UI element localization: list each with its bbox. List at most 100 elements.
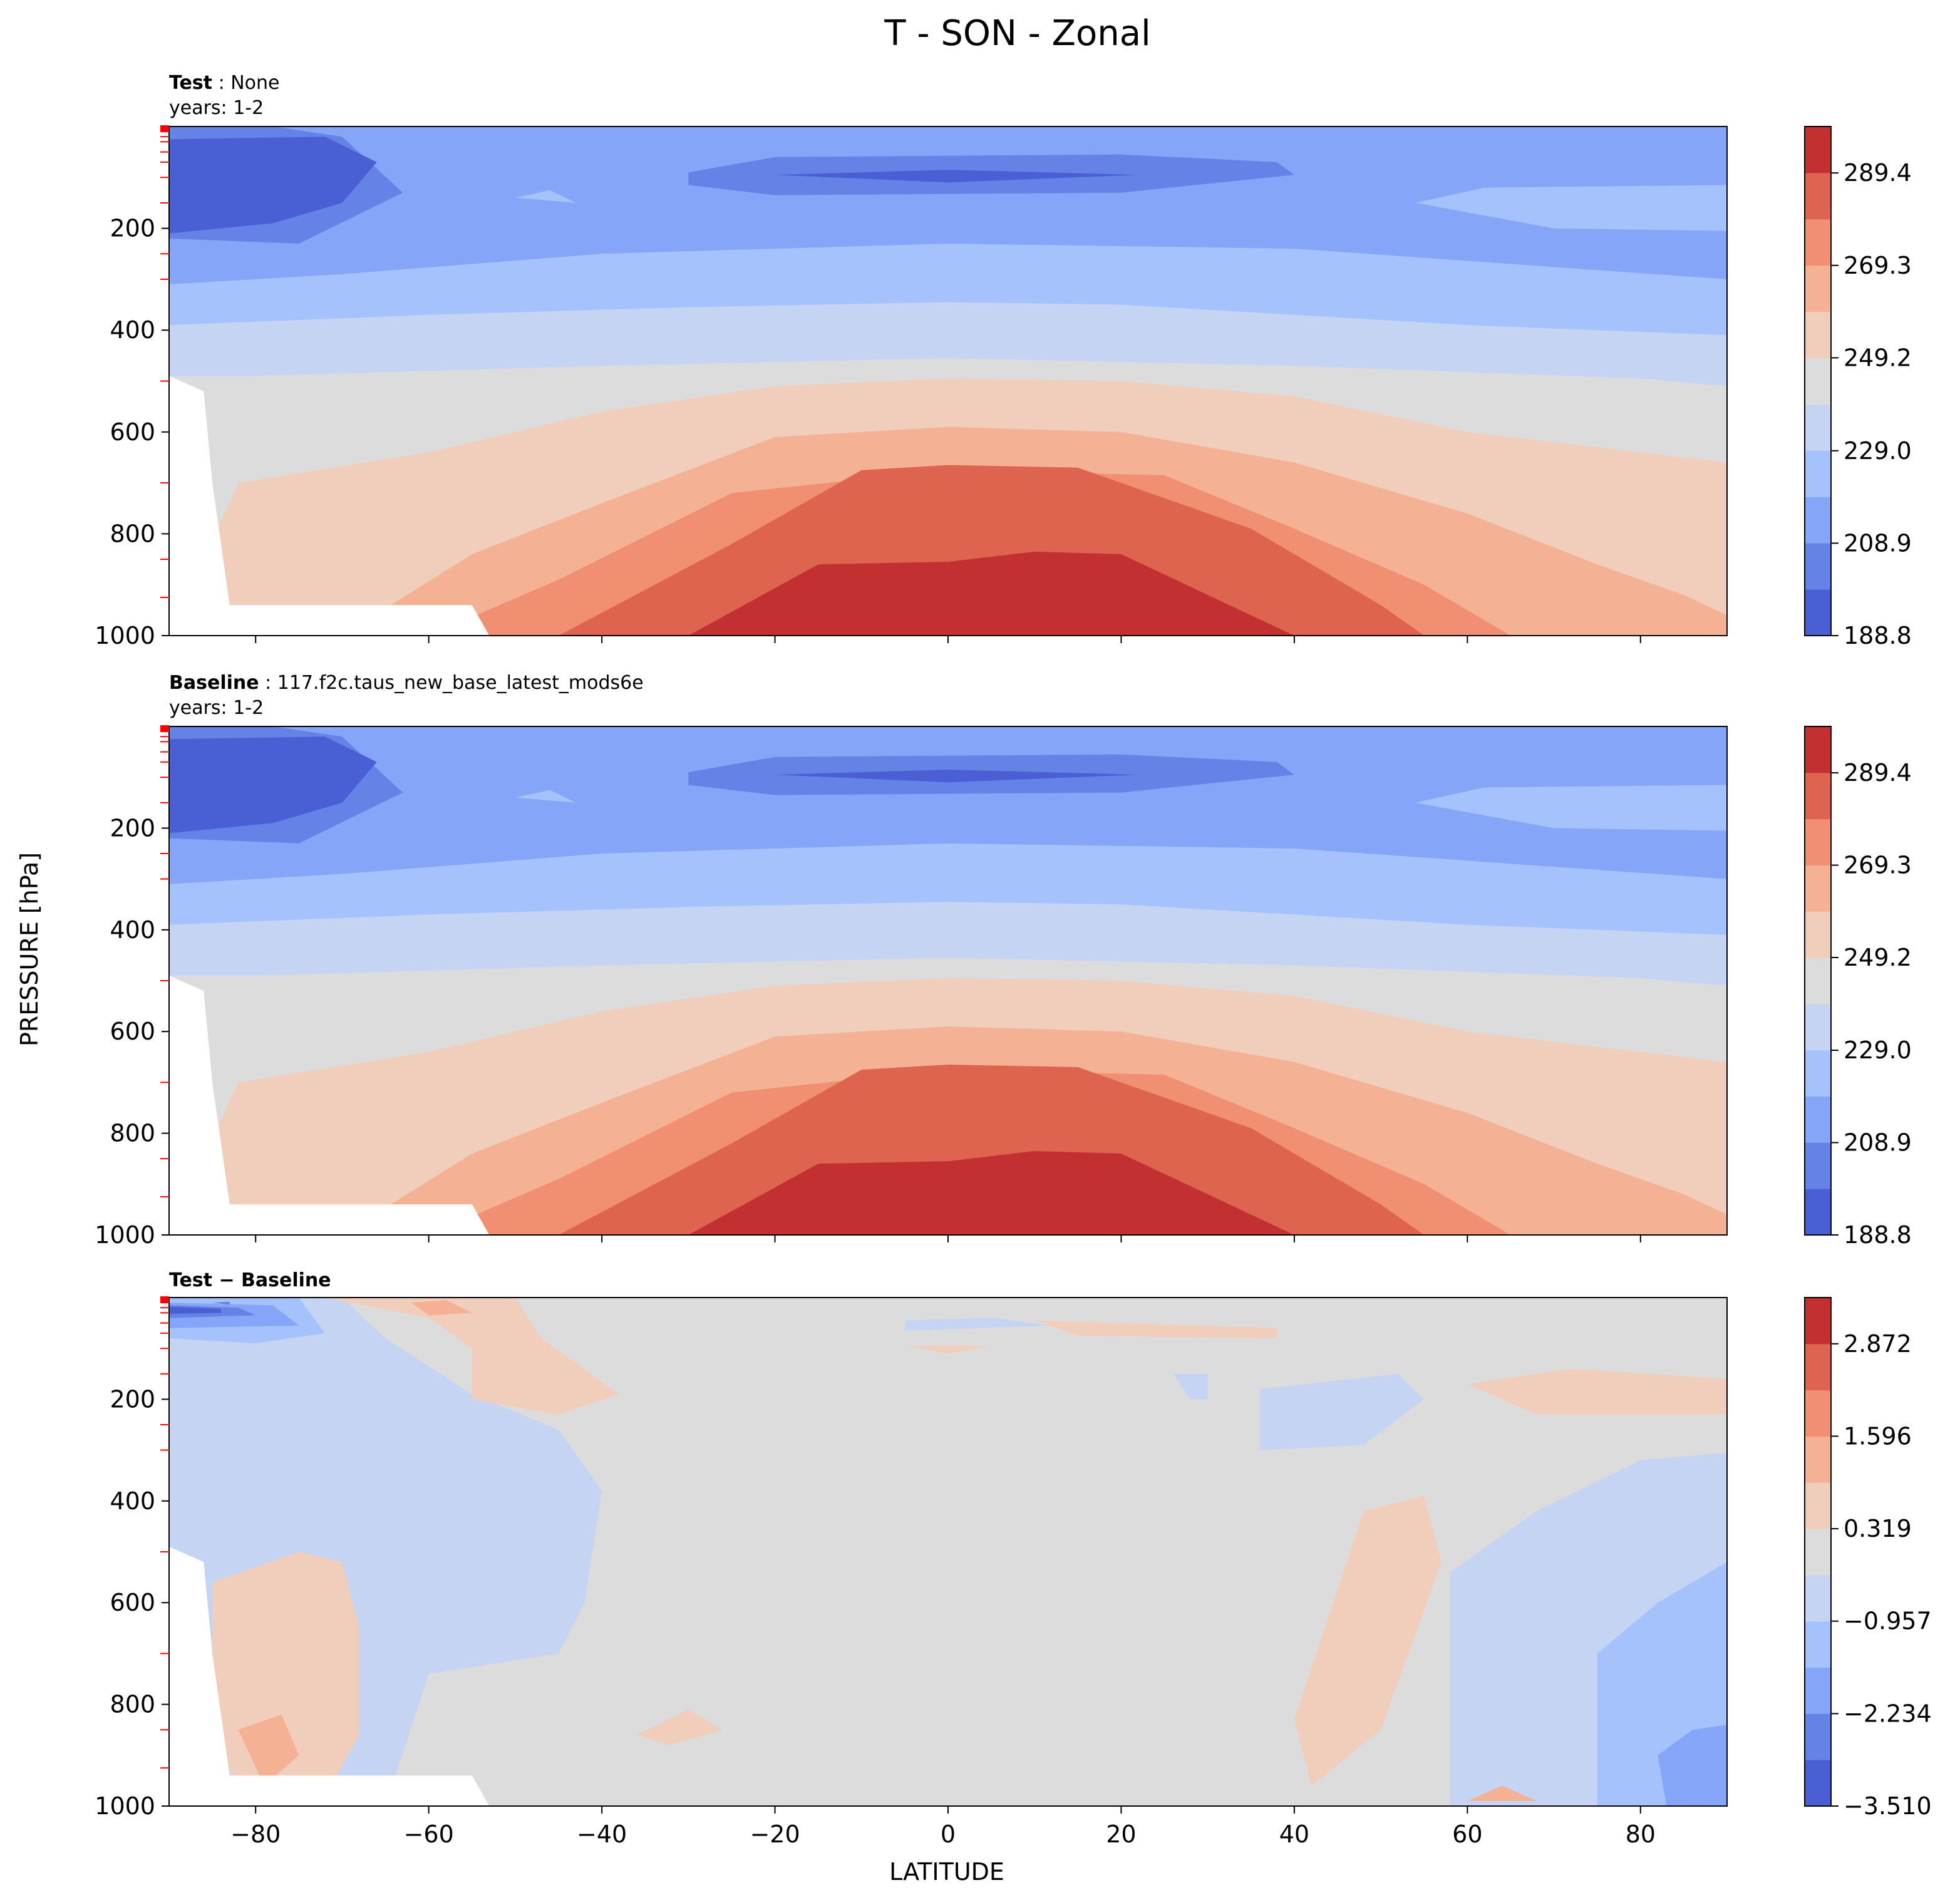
x-tick-label: −80 bbox=[230, 1820, 281, 1848]
y-tick-label: 800 bbox=[110, 1120, 155, 1147]
colorbar-swatch bbox=[1805, 1713, 1831, 1760]
colorbar-swatch bbox=[1805, 1003, 1831, 1051]
contour-band bbox=[411, 1300, 472, 1316]
colorbar-swatch bbox=[1805, 311, 1831, 359]
contour-band bbox=[904, 1318, 1052, 1331]
x-tick-label: −20 bbox=[750, 1820, 800, 1848]
colorbar-swatch bbox=[1805, 589, 1831, 636]
colorbar-swatch bbox=[1805, 265, 1831, 312]
colorbar-swatch bbox=[1805, 1621, 1831, 1668]
missing-data-area bbox=[169, 1546, 490, 1806]
contour-band bbox=[169, 137, 377, 234]
colorbar-tick-label: 0.319 bbox=[1844, 1515, 1912, 1542]
colorbar-swatch bbox=[1805, 404, 1831, 451]
contour-band bbox=[1173, 1373, 1208, 1400]
contour-band bbox=[238, 1714, 299, 1786]
contour-band bbox=[636, 1709, 723, 1745]
contour-band bbox=[1415, 185, 1727, 231]
colorbar-swatch bbox=[1805, 772, 1831, 820]
y-tick-label: 400 bbox=[110, 916, 155, 944]
y-tick-label: 400 bbox=[110, 1487, 155, 1515]
y-tick-label: 800 bbox=[110, 520, 155, 547]
colorbar-swatch bbox=[1805, 1390, 1831, 1437]
colorbar-swatch bbox=[1805, 1096, 1831, 1143]
contour-plot bbox=[169, 126, 1727, 636]
contour-band bbox=[904, 1346, 992, 1354]
minor-tick-cluster bbox=[160, 125, 169, 132]
colorbar-swatch bbox=[1805, 1574, 1831, 1622]
colorbar-swatch bbox=[1805, 1343, 1831, 1391]
contour-band bbox=[1259, 1373, 1425, 1450]
colorbar-tick-label: 2.872 bbox=[1844, 1330, 1912, 1358]
colorbar-swatch bbox=[1805, 1529, 1831, 1576]
y-tick-label: 1000 bbox=[95, 1221, 155, 1249]
colorbar-swatch bbox=[1805, 1142, 1831, 1189]
panel-title: Test : None bbox=[169, 72, 280, 94]
colorbar-tick-label: 188.8 bbox=[1844, 622, 1912, 649]
colorbar-tick-label: 188.8 bbox=[1844, 1221, 1912, 1249]
panel-title: Test − Baseline bbox=[169, 1269, 331, 1291]
contour-band bbox=[515, 790, 576, 803]
colorbar-tick-label: 289.4 bbox=[1844, 159, 1912, 187]
contour-band bbox=[169, 726, 1727, 884]
colorbar-swatch bbox=[1805, 450, 1831, 497]
minor-tick-cluster bbox=[160, 725, 169, 731]
colorbar-swatch bbox=[1805, 1050, 1831, 1097]
y-tick-label: 200 bbox=[110, 814, 155, 842]
panel-subtitle: years: 1-2 bbox=[169, 97, 264, 119]
x-axis-label: LATITUDE bbox=[889, 1858, 1004, 1886]
x-tick-label: −40 bbox=[577, 1820, 627, 1848]
y-tick-label: 800 bbox=[110, 1691, 155, 1718]
x-tick-label: 0 bbox=[941, 1820, 956, 1848]
y-tick-label: 200 bbox=[110, 215, 155, 242]
x-tick-label: 40 bbox=[1279, 1820, 1309, 1848]
colorbar-tick-label: 249.2 bbox=[1844, 344, 1912, 371]
contour-band bbox=[775, 770, 1139, 783]
panel-title-sep: : bbox=[212, 72, 225, 94]
colorbar-swatch bbox=[1805, 1667, 1831, 1714]
contour-band bbox=[1467, 1785, 1537, 1801]
colorbar-swatch bbox=[1805, 958, 1831, 1004]
x-tick-label: 60 bbox=[1452, 1820, 1482, 1848]
colorbar-swatch bbox=[1805, 865, 1831, 912]
panel-title-bold: Test bbox=[169, 72, 212, 94]
colorbar-swatch bbox=[1805, 1436, 1831, 1483]
colorbar-swatch bbox=[1805, 172, 1831, 220]
colorbar-swatch bbox=[1805, 818, 1831, 865]
colorbar-swatch bbox=[1805, 1760, 1831, 1807]
colorbar-tick-label: 269.3 bbox=[1844, 852, 1912, 879]
colorbar-tick-label: 229.0 bbox=[1844, 437, 1912, 465]
colorbar-swatch bbox=[1805, 726, 1831, 773]
colorbar-tick-label: 208.9 bbox=[1844, 529, 1912, 557]
colorbar-swatch bbox=[1805, 1298, 1831, 1345]
missing-data-area bbox=[169, 975, 490, 1235]
colorbar-frame bbox=[1804, 1297, 1832, 1807]
contour-band bbox=[775, 170, 1139, 183]
panel-test: Test : None years: 1-2 200 400 600 800 1000 188… bbox=[95, 72, 1912, 649]
colorbar-tick-label: 289.4 bbox=[1844, 759, 1912, 787]
y-axis-label: PRESSURE [hPa] bbox=[16, 852, 43, 1046]
colorbar-swatch bbox=[1805, 358, 1831, 405]
colorbar-tick-label: 249.2 bbox=[1844, 944, 1912, 971]
contour-band bbox=[515, 190, 576, 203]
panel-subtitle: years: 1-2 bbox=[169, 697, 264, 719]
panel-title-bold: Test − Baseline bbox=[169, 1269, 331, 1291]
y-tick-label: 400 bbox=[110, 316, 155, 344]
x-tick-label: −60 bbox=[404, 1820, 454, 1848]
y-tick-label: 600 bbox=[110, 418, 155, 446]
colorbar-swatch bbox=[1805, 497, 1831, 544]
panel-title-rest: 117.f2c.taus_new_base_latest_mods6e bbox=[271, 672, 643, 694]
contour-plot bbox=[169, 1298, 1727, 1806]
contour-band bbox=[688, 551, 1294, 636]
contour-band bbox=[1034, 1320, 1277, 1338]
y-tick-label: 200 bbox=[110, 1385, 155, 1413]
contour-band bbox=[1294, 1495, 1442, 1786]
colorbar-tick-label: 269.3 bbox=[1844, 252, 1912, 279]
colorbar-swatch bbox=[1805, 543, 1831, 590]
x-tick-label: 80 bbox=[1626, 1820, 1656, 1848]
y-tick-label: 600 bbox=[110, 1018, 155, 1045]
colorbar-swatch bbox=[1805, 126, 1831, 173]
colorbar-tick-label: 229.0 bbox=[1844, 1036, 1912, 1064]
